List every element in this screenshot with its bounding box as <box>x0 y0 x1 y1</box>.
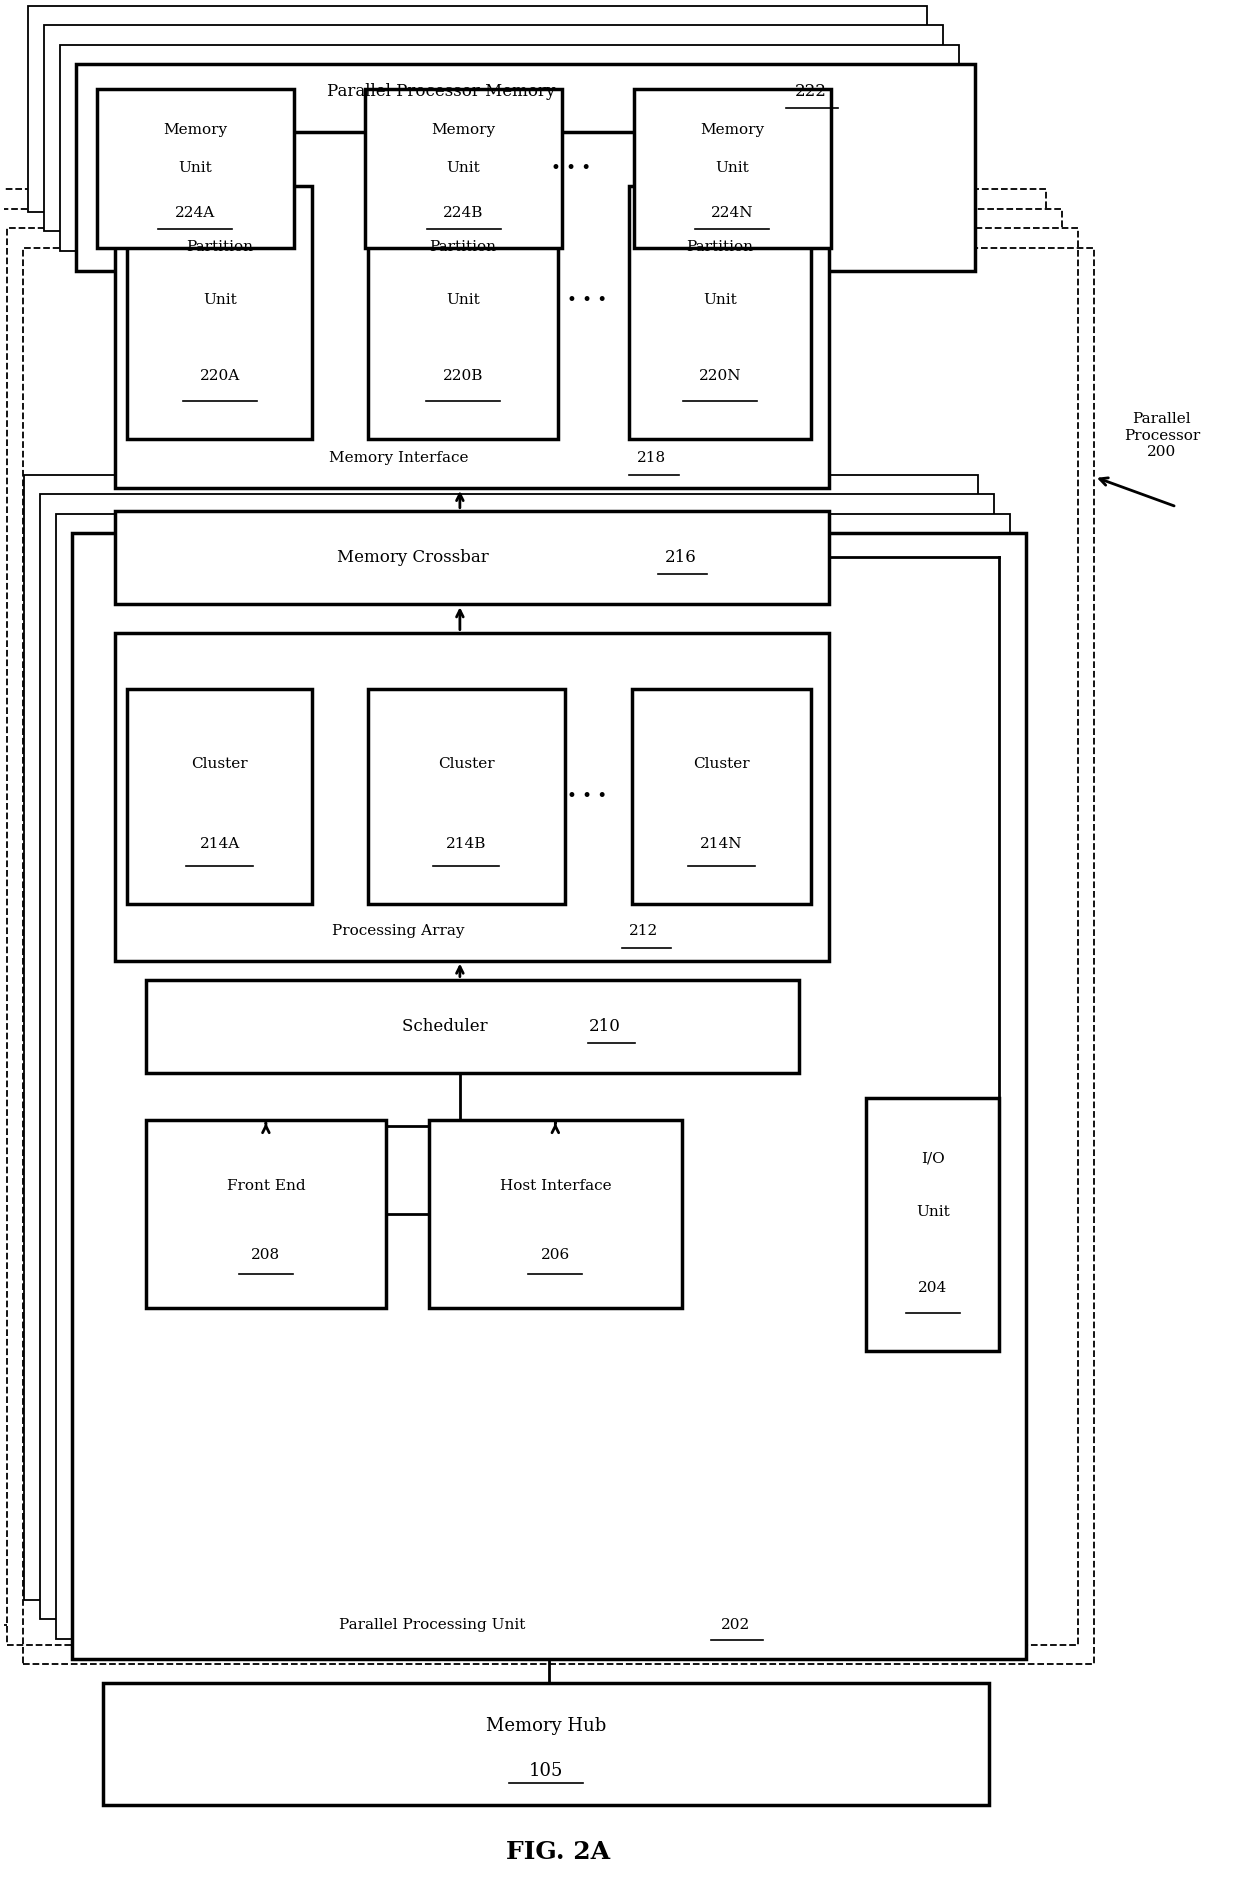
Text: Unit: Unit <box>446 162 480 175</box>
Text: Cluster: Cluster <box>693 757 750 771</box>
Text: 214B: 214B <box>446 836 486 852</box>
Text: Cluster: Cluster <box>191 757 248 771</box>
Text: Processing Array: Processing Array <box>332 923 470 938</box>
Text: Memory Crossbar: Memory Crossbar <box>336 548 494 565</box>
Text: Memory: Memory <box>432 122 496 138</box>
Bar <box>76 64 975 271</box>
Text: 214A: 214A <box>200 836 239 852</box>
Bar <box>146 1121 386 1307</box>
Bar <box>367 690 564 904</box>
Bar <box>6 228 1079 1645</box>
Text: Memory: Memory <box>162 122 227 138</box>
Text: Unit: Unit <box>203 294 237 307</box>
Text: Partition: Partition <box>186 239 253 254</box>
Text: Unit: Unit <box>446 294 480 307</box>
Text: 212: 212 <box>630 923 658 938</box>
Bar <box>22 249 1094 1664</box>
Text: • • •: • • • <box>567 292 606 309</box>
Text: 218: 218 <box>636 450 666 465</box>
Bar <box>56 514 1011 1639</box>
Text: Front End: Front End <box>227 1179 305 1193</box>
Text: Unit: Unit <box>916 1204 950 1219</box>
Bar <box>43 24 942 232</box>
Bar <box>115 633 830 961</box>
Text: Memory: Memory <box>701 122 764 138</box>
Text: 206: 206 <box>541 1249 570 1262</box>
Text: 224A: 224A <box>175 205 216 220</box>
Text: 220B: 220B <box>443 369 484 382</box>
Bar <box>115 511 830 605</box>
Text: Parallel Processing Unit: Parallel Processing Unit <box>339 1618 531 1632</box>
Text: 208: 208 <box>252 1249 280 1262</box>
Text: Memory Hub: Memory Hub <box>486 1716 606 1735</box>
Text: Partition: Partition <box>429 239 496 254</box>
Bar <box>128 690 312 904</box>
Text: Parallel
Processor
200: Parallel Processor 200 <box>1123 413 1200 460</box>
Text: 204: 204 <box>918 1281 947 1294</box>
Text: 224N: 224N <box>711 205 754 220</box>
Text: 210: 210 <box>589 1017 621 1034</box>
Text: 220N: 220N <box>698 369 742 382</box>
Text: 202: 202 <box>720 1618 750 1632</box>
Text: Unit: Unit <box>703 294 737 307</box>
Text: Memory Interface: Memory Interface <box>329 450 472 465</box>
Bar <box>367 187 558 439</box>
Text: 216: 216 <box>665 548 697 565</box>
Bar <box>72 533 1027 1658</box>
Text: 222: 222 <box>795 83 827 100</box>
Text: • • •: • • • <box>567 788 606 804</box>
Text: 214N: 214N <box>701 836 743 852</box>
Text: 105: 105 <box>529 1762 563 1780</box>
Bar <box>632 690 811 904</box>
Bar <box>146 980 799 1074</box>
Bar <box>629 187 811 439</box>
Bar <box>97 89 294 249</box>
Bar <box>867 1098 999 1351</box>
Bar <box>103 1682 990 1805</box>
Text: Parallel Processor Memory: Parallel Processor Memory <box>327 83 560 100</box>
Bar <box>365 89 562 249</box>
Text: Cluster: Cluster <box>438 757 495 771</box>
Text: Unit: Unit <box>179 162 212 175</box>
Bar <box>128 187 312 439</box>
Text: • • •: • • • <box>551 160 590 177</box>
Bar <box>0 190 1047 1605</box>
Text: FIG. 2A: FIG. 2A <box>506 1839 610 1863</box>
Bar <box>0 209 1063 1626</box>
Text: Host Interface: Host Interface <box>500 1179 611 1193</box>
Bar <box>27 6 926 213</box>
Text: 220A: 220A <box>200 369 239 382</box>
Text: Scheduler: Scheduler <box>402 1017 494 1034</box>
Text: Unit: Unit <box>715 162 749 175</box>
Bar <box>60 45 959 251</box>
Bar <box>429 1121 682 1307</box>
Bar <box>115 132 830 488</box>
Bar <box>40 494 994 1620</box>
Bar <box>24 475 978 1600</box>
Bar <box>634 89 831 249</box>
Text: I/O: I/O <box>921 1151 945 1166</box>
Text: Partition: Partition <box>686 239 753 254</box>
Text: 224B: 224B <box>444 205 484 220</box>
